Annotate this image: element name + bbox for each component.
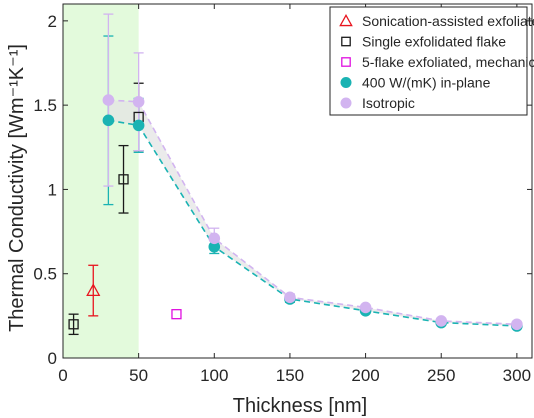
- x-tick-label: 200: [351, 366, 379, 385]
- shaded-thin-film-region: [63, 4, 139, 358]
- data-point-isotropic: [208, 232, 221, 245]
- y-tick-label: 1.5: [33, 96, 57, 115]
- data-point-400-w-mk-in-plane: [102, 114, 115, 127]
- legend: Sonication-assisted exfoliated nanosheet…: [329, 6, 534, 116]
- model-range-band: [108, 100, 517, 326]
- data-point-sonication-assisted-exfoliated-nanosheets: [86, 283, 101, 297]
- y-tick-label: 0.5: [33, 265, 57, 284]
- legend-label-single-exfolidated-flake: Single exfolidated flake: [362, 34, 506, 50]
- legend-label-isotropic: Isotropic: [362, 95, 415, 111]
- legend-marker-5-flake-exfoliated-mechanically-stack: [341, 57, 351, 67]
- x-tick-label: 100: [200, 366, 228, 385]
- y-tick-label: 0: [48, 349, 57, 368]
- data-point-single-exfolidated-flake: [68, 319, 79, 330]
- x-tick-label: 0: [58, 366, 67, 385]
- data-point-single-exfolidated-flake: [118, 174, 129, 185]
- data-point-400-w-mk-in-plane: [132, 119, 145, 132]
- y-tick-label: 2: [48, 12, 57, 31]
- legend-box: [329, 6, 528, 116]
- data-point-isotropic: [132, 95, 145, 108]
- y-axis-title: Thermal Conductivity [Wm⁻¹K⁻¹]: [6, 44, 28, 332]
- marker-layer: [68, 94, 523, 332]
- data-point-5-flake-exfoliated-mechanically-stack: [171, 309, 182, 320]
- legend-marker-sonication-assisted-exfoliated-nanosheets: [339, 13, 353, 27]
- tick-layer: 0 50 100 150 200 250 300 0 0.5 1 1.5 2: [33, 4, 532, 385]
- legend-marker-isotropic: [340, 97, 352, 109]
- x-tick-label: 250: [427, 366, 455, 385]
- x-tick-label: 300: [503, 366, 531, 385]
- data-point-isotropic: [284, 291, 296, 304]
- legend-marker-single-exfolidated-flake: [341, 36, 351, 47]
- legend-label-5-flake-exfoliated-mechanically-stack: 5-flake exfoliated, mechanically stack: [362, 54, 534, 70]
- data-point-isotropic: [102, 94, 115, 106]
- data-point-isotropic: [511, 318, 523, 331]
- shaded-region-layer: [63, 4, 139, 358]
- legend-marker-400-w-mk-in-plane: [340, 77, 352, 88]
- plot-area-frame: [62, 3, 533, 359]
- legend-label-400-w-mk-in-plane: 400 W/(mK) in-plane: [362, 75, 491, 91]
- legend-label-sonication-assisted-exfoliated-nanosheets: Sonication-assisted exfoliated nanosheet…: [362, 13, 534, 29]
- data-point-isotropic: [435, 315, 448, 327]
- y-tick-label: 1: [48, 180, 57, 199]
- x-tick-label: 50: [129, 366, 148, 385]
- x-tick-label: 150: [276, 366, 304, 385]
- band-layer: [108, 100, 517, 326]
- data-point-isotropic: [359, 301, 372, 314]
- x-axis-title: Thickness [nm]: [233, 395, 367, 417]
